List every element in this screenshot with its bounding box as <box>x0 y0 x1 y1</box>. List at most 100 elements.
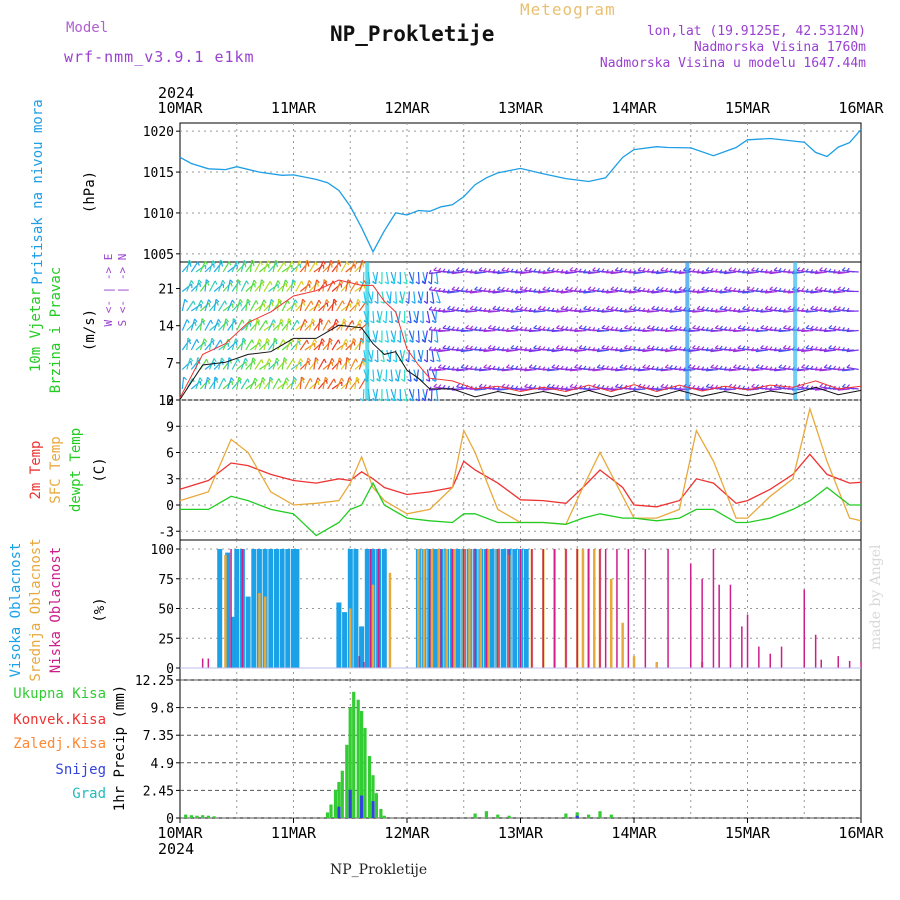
wind-barb-feather <box>582 269 587 274</box>
wind-barb-feather <box>239 379 242 384</box>
wind-barb <box>345 299 351 312</box>
wind-barb-feather <box>655 286 660 291</box>
wind-barb <box>218 357 223 370</box>
wind-barb-feather <box>746 306 751 311</box>
wind-barb-feather <box>805 384 809 389</box>
wind-barb-feather <box>242 337 247 342</box>
wind-barb-feather <box>451 306 455 311</box>
time-label-bottom: 16MAR <box>838 824 884 842</box>
wind-barb <box>277 339 284 351</box>
wind-barb-feather <box>382 320 387 324</box>
wind-barb-feather <box>809 289 813 294</box>
wind-barb-feather <box>828 344 832 349</box>
wind-barb-feather <box>469 365 473 370</box>
wind-barb <box>719 290 732 294</box>
wind-barb <box>417 330 420 343</box>
wind-barb-feather <box>428 346 432 351</box>
wind-barb-feather <box>569 267 574 271</box>
wind-barb-feather <box>560 269 564 274</box>
wind-barb-feather <box>778 327 782 332</box>
wind-barb-feather <box>823 347 827 352</box>
wind-barb <box>204 263 215 273</box>
wind-barb <box>313 377 319 390</box>
wind-barb <box>433 349 446 352</box>
wind-barb-feather <box>382 378 387 382</box>
wind-barb-feather <box>222 279 226 284</box>
wind-barb-feather <box>746 269 750 274</box>
wind-barb-feather <box>705 286 710 291</box>
wind-barb <box>510 290 523 293</box>
wind-barb-feather <box>217 318 222 324</box>
wind-barb-feather <box>433 347 437 352</box>
wind-barb <box>263 323 275 331</box>
wind-barb-feather <box>728 383 733 388</box>
wind-barb-feather <box>787 269 791 274</box>
wind-barb-feather <box>354 260 358 265</box>
wind-barb-feather <box>592 347 596 352</box>
temp-axis-unit: (C) <box>92 457 108 482</box>
wind-barb-feather <box>605 269 609 274</box>
wind-barb-feather <box>253 360 256 365</box>
cloud-low-bar <box>814 634 817 668</box>
wind-barb-feather <box>759 308 764 313</box>
wind-barb <box>245 339 253 351</box>
wind-barb-feather <box>696 289 700 294</box>
wind-barb <box>222 303 234 312</box>
wind-barb-feather <box>800 327 805 332</box>
wind-barb-feather <box>587 386 591 391</box>
wind-barb-feather <box>330 260 334 264</box>
wind-barb-feather <box>705 347 709 352</box>
cloud-low-bar <box>429 549 431 668</box>
wind-barb <box>385 310 388 324</box>
wind-barb-feather <box>298 260 303 265</box>
wind-barb-feather <box>542 269 546 274</box>
wind-barb-feather <box>841 286 846 291</box>
wind-barb-feather <box>837 286 842 291</box>
wind-barb-feather <box>437 384 442 389</box>
wind-barb <box>430 271 433 285</box>
wind-barb <box>701 368 714 371</box>
wind-barb <box>231 260 238 273</box>
wind-barb-feather <box>273 337 278 342</box>
wind-barb <box>358 378 366 390</box>
wind-barb-feather <box>357 379 360 384</box>
wind-barb-feather <box>355 358 359 363</box>
wind-barb-feather <box>646 308 650 313</box>
precip-total-bar <box>329 804 333 818</box>
cloud-high-bar <box>225 552 231 668</box>
y-tick-label: 2.45 <box>143 784 174 799</box>
wind-barb <box>386 330 389 343</box>
wind-barb <box>574 349 587 353</box>
wind-barb-feather <box>555 364 560 369</box>
wind-barb <box>327 338 331 351</box>
wind-barb-feather <box>231 299 236 304</box>
wind-barb-feather <box>641 307 646 312</box>
wind-barb <box>474 271 487 275</box>
wind-barb <box>336 260 339 273</box>
wind-barb-feather <box>569 367 573 372</box>
wind-barb-feather <box>523 327 528 331</box>
wind-barb <box>674 290 687 294</box>
wind-barb-feather <box>655 386 659 391</box>
wind-barb <box>751 368 764 372</box>
wind-barb <box>426 369 431 382</box>
wind-barb <box>236 319 243 331</box>
wind-barb-feather <box>623 288 627 293</box>
wind-barb <box>819 368 832 372</box>
wind-barb <box>435 291 441 304</box>
wind-barb <box>277 318 282 331</box>
cloud-low-bar <box>363 662 365 668</box>
wind-barb-feather <box>705 367 709 372</box>
wind-barb-feather <box>660 307 664 311</box>
precip-total-bar <box>184 814 188 818</box>
wind-barb-feather <box>487 324 492 329</box>
wind-barb-feather <box>764 269 768 274</box>
wind-barb-feather <box>304 319 308 324</box>
wind-barb-feather <box>415 281 420 285</box>
wind-barb <box>401 291 406 304</box>
wind-barb <box>528 329 541 333</box>
wind-barb-feather <box>755 287 759 292</box>
wind-barb-feather <box>487 268 491 273</box>
wind-barb <box>281 264 293 273</box>
